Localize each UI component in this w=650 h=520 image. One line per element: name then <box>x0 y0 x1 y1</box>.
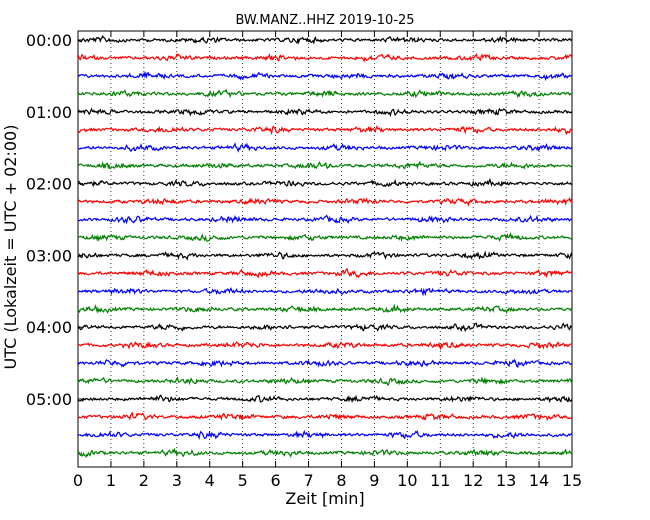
seismogram-trace <box>77 71 573 82</box>
x-tick-label: 15 <box>562 471 582 490</box>
x-tick-label: 4 <box>205 471 215 490</box>
x-tick-label: 12 <box>463 471 483 490</box>
x-tick-label: 11 <box>430 471 450 490</box>
seismogram-trace <box>77 358 573 368</box>
x-tick-label: 6 <box>271 471 281 490</box>
grid-lines <box>110 31 540 467</box>
plot-frame <box>77 30 573 468</box>
x-tick-label: 0 <box>73 471 83 490</box>
x-axis: 0 1 2 3 4 5 6 7 8 9 10 11 12 13 14 15 <box>73 31 582 490</box>
seismogram-trace <box>77 287 573 297</box>
x-tick-label: 9 <box>369 471 379 490</box>
seismogram-trace <box>77 303 573 315</box>
x-axis-label: Zeit [min] <box>285 489 364 508</box>
y-axis: 00:00 01:00 02:00 03:00 04:00 05:00 <box>26 31 83 409</box>
x-tick-label: 14 <box>529 471 549 490</box>
y-tick-label: 00:00 <box>26 31 72 50</box>
seismogram-trace <box>77 107 573 118</box>
x-tick-label: 1 <box>106 471 116 490</box>
y-axis-label: UTC (Lokalzeit = UTC + 02:00) <box>1 125 20 370</box>
seismogram-trace <box>77 196 573 207</box>
x-tick-label: 10 <box>397 471 417 490</box>
seismogram-trace <box>77 341 573 351</box>
seismogram-trace <box>77 52 573 63</box>
y-tick-label: 05:00 <box>26 390 72 409</box>
y-tick-label: 03:00 <box>26 246 72 265</box>
seismogram-trace <box>77 214 573 225</box>
y-tick-label: 04:00 <box>26 318 72 337</box>
seismogram-trace <box>77 429 573 441</box>
seismogram-trace <box>77 447 573 459</box>
seismogram-trace <box>77 88 573 99</box>
chart-title: BW.MANZ..HHZ 2019-10-25 <box>235 13 414 28</box>
seismogram-trace <box>77 250 573 261</box>
seismogram-trace <box>77 177 573 188</box>
seismogram-trace <box>77 142 573 153</box>
x-tick-label: 3 <box>172 471 182 490</box>
seismogram-trace <box>77 124 573 136</box>
seismogram-trace <box>77 394 573 404</box>
x-tick-label: 7 <box>303 471 313 490</box>
x-tick-label: 5 <box>238 471 248 490</box>
y-tick-label: 01:00 <box>26 103 72 122</box>
y-tick-label: 02:00 <box>26 175 72 194</box>
x-tick-label: 13 <box>496 471 516 490</box>
plot-area <box>77 30 573 468</box>
seismogram-trace <box>77 411 573 422</box>
seismogram-trace <box>77 160 573 170</box>
seismogram-trace <box>77 376 573 387</box>
x-tick-label: 8 <box>336 471 346 490</box>
seismogram-trace <box>77 34 573 45</box>
seismogram-trace <box>77 231 573 243</box>
x-tick-label: 2 <box>139 471 149 490</box>
seismogram-trace <box>77 322 573 333</box>
traces <box>77 34 573 459</box>
seismogram-trace <box>77 268 573 279</box>
